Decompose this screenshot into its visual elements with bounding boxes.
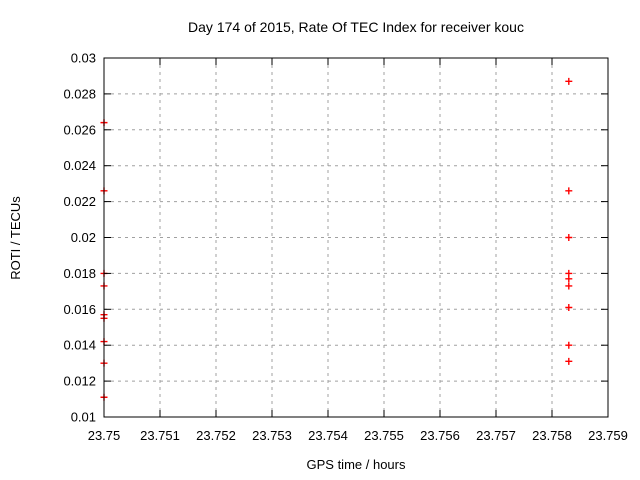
y-tick-label: 0.024: [63, 158, 96, 173]
y-tick-label: 0.022: [63, 194, 96, 209]
x-axis-label: GPS time / hours: [307, 457, 406, 472]
data-point-marker: [565, 357, 573, 365]
data-point-marker: [565, 282, 573, 290]
x-tick-label: 23.75: [88, 428, 121, 443]
data-point-marker: [565, 187, 573, 195]
x-tick-label: 23.752: [196, 428, 236, 443]
x-tick-label: 23.755: [364, 428, 404, 443]
x-tick-label: 23.757: [476, 428, 516, 443]
data-point-marker: [565, 234, 573, 241]
y-tick-label: 0.03: [71, 51, 96, 66]
data-point-marker: [565, 275, 573, 283]
y-tick-label: 0.01: [71, 410, 96, 425]
x-tick-label: 23.754: [308, 428, 348, 443]
y-tick-label: 0.016: [63, 302, 96, 317]
data-point-marker: [565, 77, 573, 85]
y-tick-label: 0.012: [63, 374, 96, 389]
x-tick-label: 23.758: [532, 428, 572, 443]
x-tick-label: 23.756: [420, 428, 460, 443]
y-tick-label: 0.02: [71, 230, 96, 245]
x-tick-label: 23.759: [588, 428, 628, 443]
data-point-marker: [565, 341, 573, 349]
x-tick-label: 23.751: [140, 428, 180, 443]
y-tick-label: 0.026: [63, 122, 96, 137]
y-tick-label: 0.028: [63, 86, 96, 101]
data-point-marker: [565, 304, 573, 312]
y-tick-label: 0.014: [63, 338, 96, 353]
x-tick-label: 23.753: [252, 428, 292, 443]
y-tick-label: 0.018: [63, 266, 96, 281]
chart-title: Day 174 of 2015, Rate Of TEC Index for r…: [188, 19, 524, 35]
y-axis-label: ROTI / TECUs: [8, 196, 23, 280]
